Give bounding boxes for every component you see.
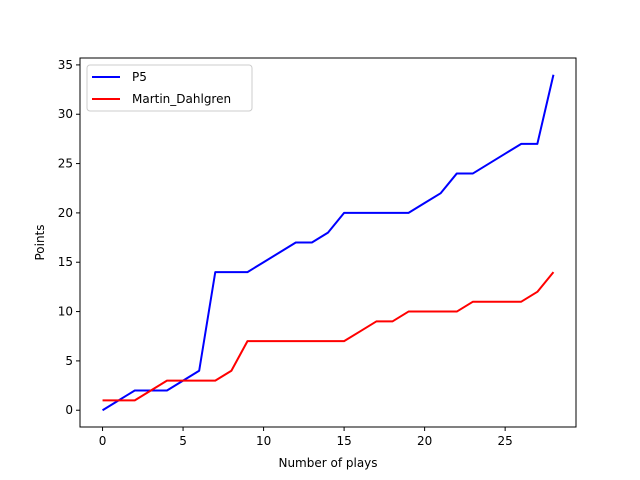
x-tick-label: 0 xyxy=(99,434,107,448)
x-tick-label: 15 xyxy=(336,434,351,448)
y-tick-label: 30 xyxy=(58,107,73,121)
y-tick-label: 35 xyxy=(58,58,73,72)
legend-label: Martin_Dahlgren xyxy=(132,92,231,106)
series-layer xyxy=(102,74,555,412)
x-axis-label: Number of plays xyxy=(278,456,377,470)
y-axis-label: Points xyxy=(33,224,47,260)
legend-box xyxy=(86,64,253,112)
x-axis-ticks: 0 5 10 15 20 25 xyxy=(99,427,513,448)
legend-label: P5 xyxy=(132,70,147,84)
plot-frame xyxy=(79,57,577,428)
x-tick-label: 20 xyxy=(417,434,432,448)
x-tick-label: 5 xyxy=(179,434,187,448)
y-tick-label: 15 xyxy=(58,255,73,269)
x-tick-label: 25 xyxy=(498,434,513,448)
series-line-1 xyxy=(102,74,555,412)
y-tick-label: 25 xyxy=(58,157,73,171)
legend: P5 Martin_Dahlgren xyxy=(86,64,253,112)
y-tick-label: 5 xyxy=(65,354,73,368)
y-tick-label: 10 xyxy=(58,305,73,319)
x-tick-label: 10 xyxy=(256,434,271,448)
y-tick-label: 0 xyxy=(65,403,73,417)
y-tick-label: 20 xyxy=(58,206,73,220)
series-line-2 xyxy=(102,271,555,402)
y-axis-ticks: 0 5 10 15 20 25 30 35 xyxy=(58,58,80,417)
